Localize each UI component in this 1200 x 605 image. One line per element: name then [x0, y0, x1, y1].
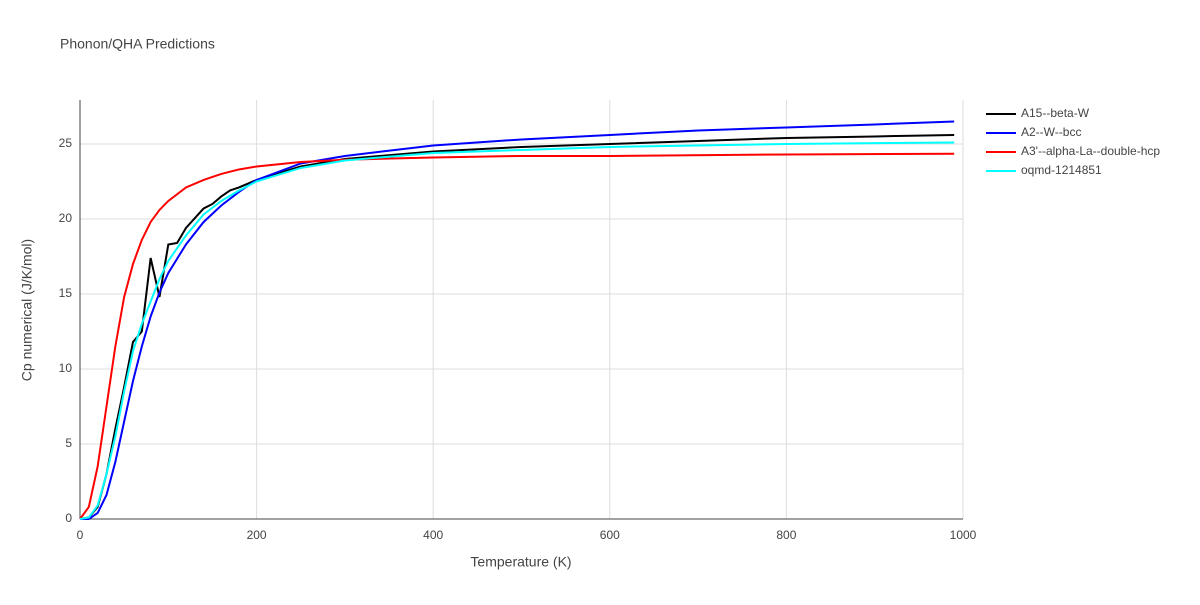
- y-tick-label: 15: [59, 286, 73, 300]
- legend-label: A15--beta-W: [1021, 106, 1090, 120]
- y-axis-title: Cp numerical (J/K/mol): [19, 239, 35, 381]
- x-tick-label: 0: [77, 528, 84, 542]
- legend-label: A3'--alpha-La--double-hcp: [1021, 144, 1160, 158]
- x-tick-label: 600: [600, 528, 620, 542]
- x-tick-label: 800: [776, 528, 796, 542]
- y-tick-label: 20: [59, 211, 73, 225]
- x-axis-title: Temperature (K): [470, 554, 571, 570]
- x-tick-label: 200: [247, 528, 267, 542]
- x-tick-label: 1000: [950, 528, 977, 542]
- y-tick-label: 5: [65, 436, 72, 450]
- y-tick-label: 10: [59, 361, 73, 375]
- y-tick-label: 25: [59, 136, 73, 150]
- line-series: [79, 141, 955, 520]
- line-series: [80, 120, 955, 520]
- line-series: [79, 133, 955, 520]
- chart-title: Phonon/QHA Predictions: [60, 36, 215, 52]
- line-series: [79, 152, 955, 520]
- legend-label: A2--W--bcc: [1021, 125, 1081, 139]
- legend-label: oqmd-1214851: [1021, 163, 1102, 177]
- y-tick-label: 0: [65, 511, 72, 525]
- x-tick-label: 400: [423, 528, 443, 542]
